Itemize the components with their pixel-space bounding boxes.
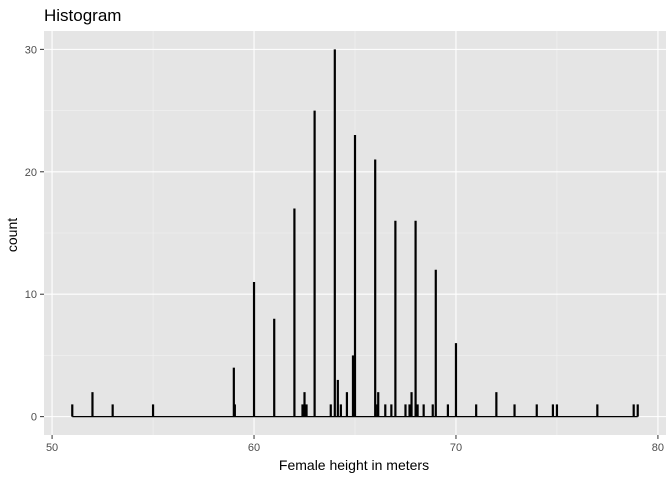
x-tick-label: 50 bbox=[46, 442, 58, 454]
x-tick-label: 60 bbox=[248, 442, 260, 454]
y-tick-label: 20 bbox=[25, 167, 37, 179]
y-tick-label: 0 bbox=[31, 412, 37, 424]
x-axis-title: Female height in meters bbox=[279, 457, 429, 473]
y-tick-label: 30 bbox=[25, 44, 37, 56]
chart-title: Histogram bbox=[44, 6, 121, 25]
x-tick-label: 70 bbox=[450, 442, 462, 454]
y-tick-label: 10 bbox=[25, 289, 37, 301]
x-axis-ticks: 50 60 70 80 bbox=[46, 435, 664, 454]
y-axis-title: count bbox=[4, 218, 20, 252]
x-tick-label: 80 bbox=[652, 442, 664, 454]
y-axis-ticks: 0 10 20 30 bbox=[25, 44, 44, 423]
